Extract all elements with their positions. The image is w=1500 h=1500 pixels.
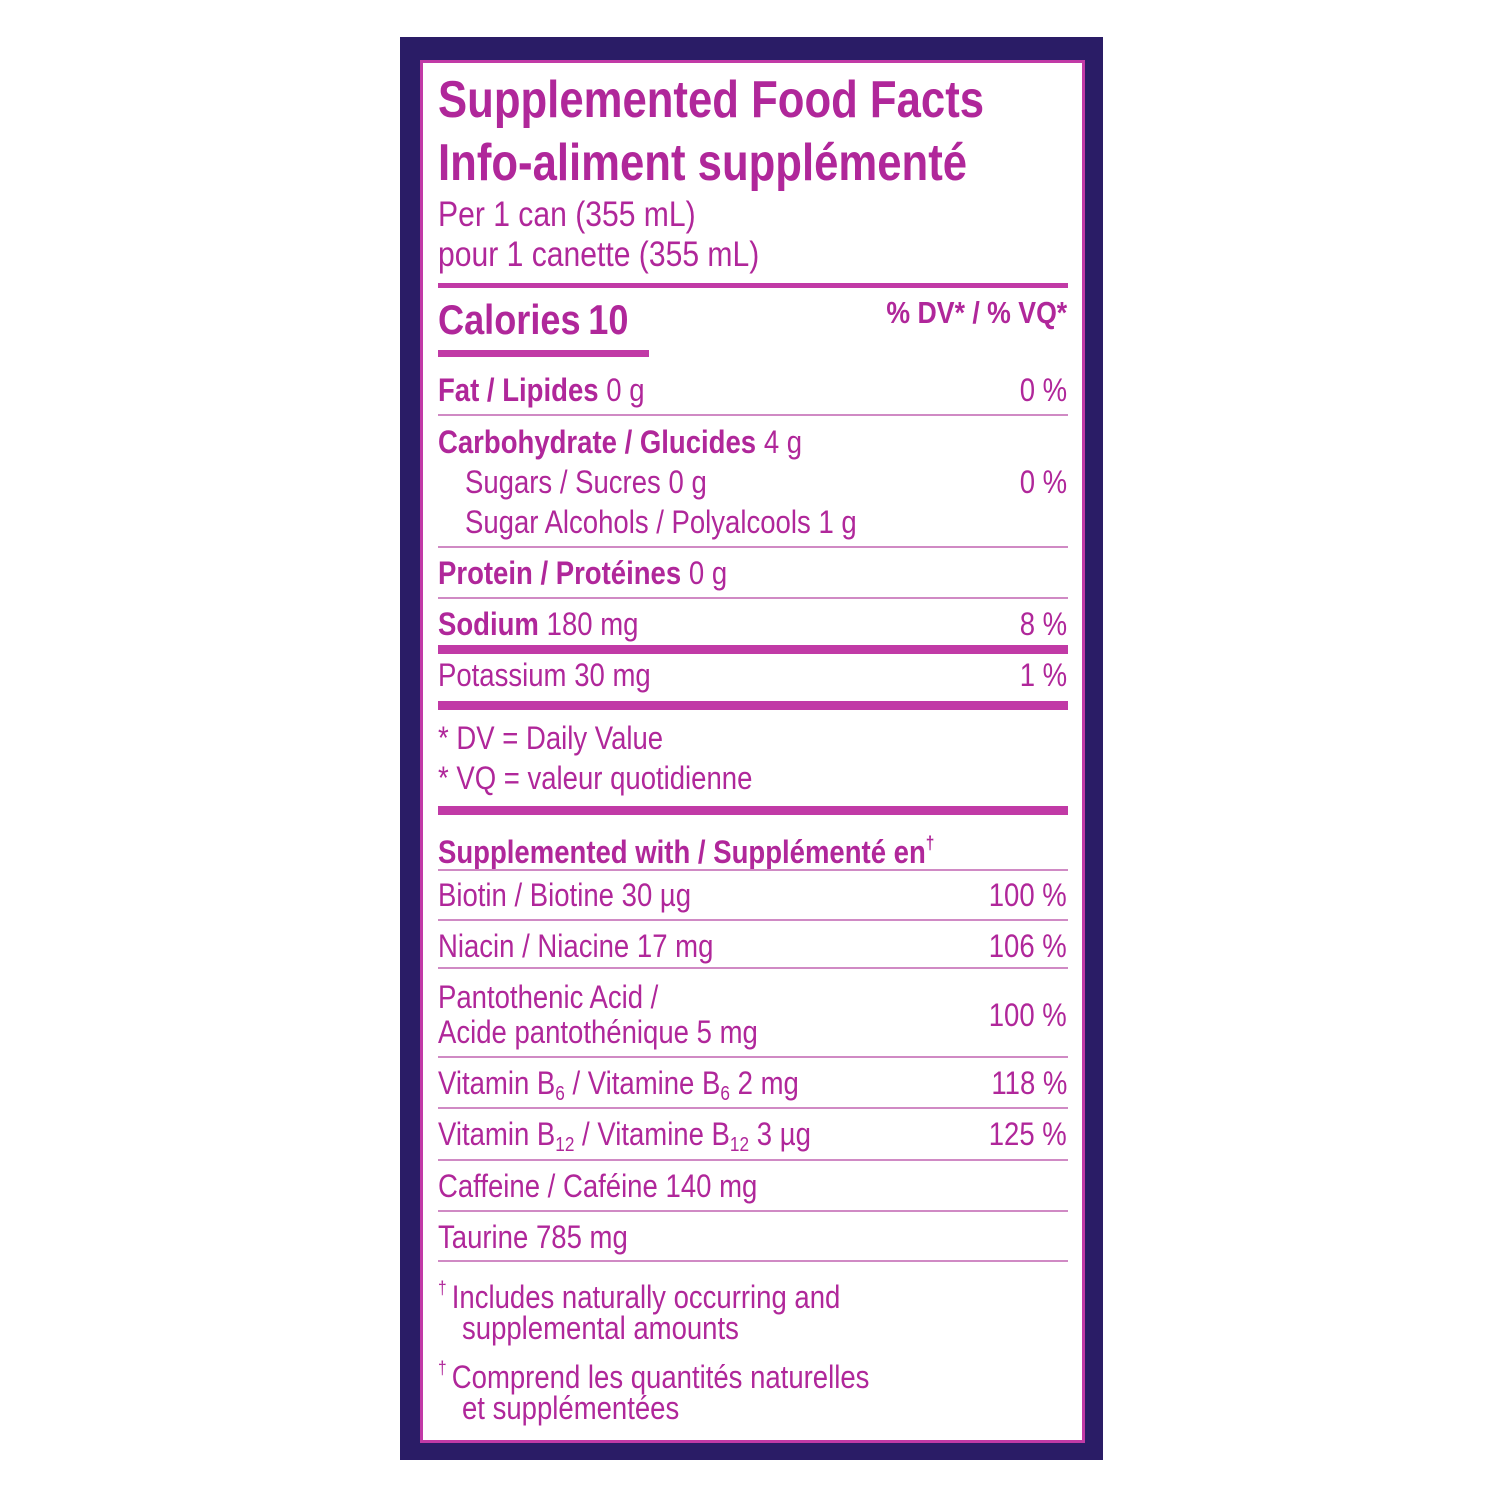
nutrient-row: Sugar Alcohols / Polyalcools 1 g	[465, 502, 857, 542]
subscript: 6	[720, 1083, 730, 1105]
supplement-name: Taurine	[438, 1219, 529, 1255]
supplement-name: Niacin / Niacine	[438, 928, 630, 964]
rule	[438, 967, 1068, 969]
nutrient-row: Carbohydrate / Glucides 4 g	[438, 422, 802, 462]
nutrient-amount: 0 g	[668, 464, 707, 500]
nutrient-dv: 8 %	[1019, 606, 1067, 642]
supplement-amount: 785 mg	[535, 1219, 628, 1255]
subscript: 6	[555, 1083, 565, 1105]
supplement-name: Vitamin B	[438, 1116, 556, 1152]
rule	[438, 701, 1068, 710]
calories: Calories 10	[438, 299, 628, 341]
serving: pour 1 canette (355 mL)	[438, 235, 760, 274]
supplement-amount: 140 mg	[665, 1168, 758, 1204]
supplemented-heading: Supplemented with / Supplémenté en†	[438, 823, 934, 872]
subscript: 12	[555, 1134, 575, 1156]
serving: Per 1 can (355 mL)	[438, 195, 696, 234]
supplement-row: Acide pantothénique 5 mg	[438, 1012, 758, 1052]
supplement-row: Vitamin B6 / Vitamine B6 2 mg	[438, 1063, 799, 1114]
nutrient-name: Sugar Alcohols / Polyalcools	[465, 504, 811, 540]
supplement-row: Niacin / Niacine 17 mg	[438, 926, 713, 966]
footnote-text: Comprend les quantités naturelles	[451, 1359, 870, 1395]
supplement-row: Vitamin B12 / Vitamine B12 3 µg	[438, 1114, 811, 1165]
nutrient-row: Potassium 30 mg	[438, 655, 651, 695]
rule	[438, 1260, 1068, 1262]
footnote: † Includes naturally occurring and	[438, 1268, 840, 1317]
supplement-amount: 3 µg	[756, 1116, 811, 1152]
nutrient-name: Carbohydrate / Glucides	[438, 424, 757, 460]
dagger: †	[438, 1278, 447, 1298]
supplement-name: Pantothenic Acid /	[438, 979, 659, 1015]
footnote: † Comprend les quantités naturelles	[438, 1348, 869, 1397]
dv-note: * DV = Daily Value	[438, 720, 664, 756]
footnote-text: Includes naturally occurring and	[451, 1279, 841, 1315]
calories-value: 10	[588, 296, 629, 343]
rule	[438, 1159, 1068, 1161]
supplement-name: Vitamin B	[438, 1065, 556, 1101]
nutrient-amount: 4 g	[763, 424, 803, 460]
dagger: †	[438, 1358, 447, 1378]
nutrient-row: Protein / Protéines 0 g	[438, 553, 727, 593]
rule	[438, 645, 1068, 654]
dv-note: * VQ = valeur quotidienne	[438, 760, 753, 796]
supplement-dv: 106 %	[988, 928, 1067, 964]
rule	[438, 414, 1068, 416]
nutrient-amount: 0 g	[688, 555, 728, 591]
title: Supplemented Food Facts	[438, 71, 985, 129]
dv-header: % DV* / % VQ*	[886, 295, 1067, 330]
nutrient-dv: 1 %	[1019, 657, 1067, 693]
supplement-amount: 17 mg	[636, 928, 714, 964]
supplement-row: Taurine 785 mg	[438, 1217, 628, 1257]
title: Info-aliment supplémenté	[438, 134, 968, 192]
supplement-amount: 5 mg	[696, 1014, 758, 1050]
rule	[438, 1056, 1068, 1058]
nutrient-amount: 0 g	[606, 372, 645, 408]
calories-label: Calories	[438, 296, 581, 343]
rule	[438, 919, 1068, 921]
supplement-dv: 125 %	[988, 1116, 1067, 1152]
supplement-amount: 2 mg	[737, 1065, 799, 1101]
nutrient-row: Fat / Lipides 0 g	[438, 370, 645, 410]
nutrient-row: Sugars / Sucres 0 g	[465, 462, 707, 502]
nutrient-name: Potassium	[438, 657, 567, 693]
supplement-amount: 30 µg	[621, 877, 692, 913]
supplement-name: Acide pantothénique	[438, 1014, 689, 1050]
nutrient-dv: 0 %	[1019, 372, 1067, 408]
nutrient-dv: 0 %	[1019, 464, 1067, 500]
supplement-dv: 118 %	[991, 1065, 1067, 1101]
rule	[438, 546, 1068, 548]
nutrient-amount: 1 g	[818, 504, 857, 540]
supplement-name: / Vitamine B	[564, 1065, 721, 1101]
nutrient-amount: 30 mg	[574, 657, 651, 693]
supplement-dv: 100 %	[988, 877, 1067, 913]
label-panel	[420, 60, 1085, 1443]
supplement-row: Caffeine / Caféine 140 mg	[438, 1166, 757, 1206]
supplement-name: Caffeine / Caféine	[438, 1168, 658, 1204]
nutrient-name: Sodium	[438, 606, 539, 642]
nutrient-name: Sugars / Sucres	[465, 464, 661, 500]
nutrient-amount: 180 mg	[546, 606, 639, 642]
dagger: †	[925, 833, 935, 853]
nutrient-name: Fat / Lipides	[438, 372, 599, 408]
supplement-name: / Vitamine B	[574, 1116, 730, 1152]
rule	[438, 1107, 1068, 1109]
rule	[438, 350, 649, 357]
supplement-row: Biotin / Biotine 30 µg	[438, 875, 691, 915]
rule	[438, 1210, 1068, 1212]
supplement-name: Biotin / Biotine	[438, 877, 614, 913]
nutrient-row: Sodium 180 mg	[438, 604, 638, 644]
footnote-text: et supplémentées	[462, 1390, 680, 1426]
footnote-text: supplemental amounts	[462, 1310, 739, 1346]
rule	[438, 283, 1068, 288]
heading-text: Supplemented with / Supplémenté en	[438, 834, 926, 870]
supplement-dv: 100 %	[988, 997, 1067, 1033]
rule	[438, 869, 1068, 871]
rule	[438, 597, 1068, 599]
rule	[438, 806, 1068, 815]
subscript: 12	[729, 1134, 750, 1156]
nutrient-name: Protein / Protéines	[438, 555, 682, 591]
